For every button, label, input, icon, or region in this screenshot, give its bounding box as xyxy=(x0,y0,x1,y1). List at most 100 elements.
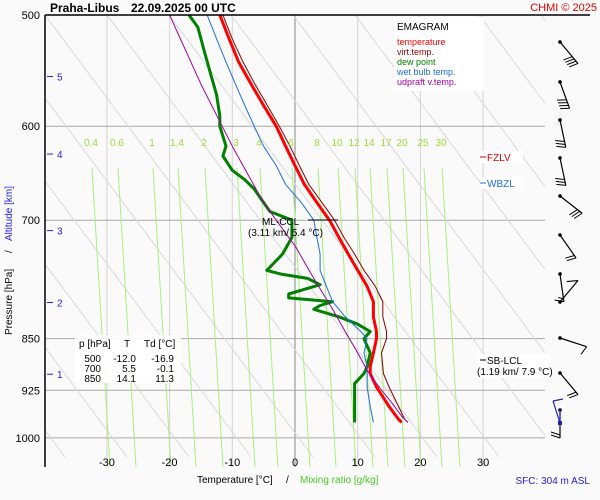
mixing-ratio-label: 3 xyxy=(233,138,239,149)
wind-barb-staff xyxy=(559,157,567,186)
dry-adiabat xyxy=(45,180,252,458)
wind-barb xyxy=(558,336,588,355)
wind-barb-line xyxy=(568,393,579,399)
station-title: Praha-Libus xyxy=(50,1,120,15)
dry-adiabat xyxy=(230,15,545,437)
mixing-ratio-line xyxy=(354,167,374,467)
wind-barb xyxy=(558,279,579,304)
mixing-ratio-line xyxy=(259,167,279,467)
grid xyxy=(0,15,545,467)
wind-barb-line xyxy=(557,99,567,101)
dry-adiabat xyxy=(45,263,190,458)
series-virt-temp xyxy=(222,15,409,423)
mixing-ratio-label: 0.6 xyxy=(110,138,124,149)
mixing-ratio-label: 25 xyxy=(417,138,429,149)
legend-item-temperature: temperature xyxy=(397,37,446,47)
mlccl-detail: (3.11 km/ 5.4 °C) xyxy=(248,228,323,239)
labels: 0.4 0.6 1 1.4 2 3 4 6 8 10 12 14 17 20 25 3050060070085… xyxy=(16,10,490,469)
dry-adiabat xyxy=(0,15,3,457)
mixing-ratio-label: 12 xyxy=(348,138,360,149)
x-axis-label-mixing: Mixing ratio [g/kg] xyxy=(300,475,379,486)
y-tick-label: 600 xyxy=(22,121,40,133)
legend-item-virt-temp: virt.temp. xyxy=(397,47,434,57)
table-cell-td: 11.3 xyxy=(155,374,174,385)
x-tick-label: -20 xyxy=(162,457,178,469)
table-cell-t: 5.5 xyxy=(122,364,136,375)
mlccl-label: ML-CCL xyxy=(262,217,300,228)
wind-barb-line xyxy=(555,180,566,183)
wind-barb-line xyxy=(568,62,579,68)
mixing-ratio-line xyxy=(204,167,224,467)
mixing-ratio-line xyxy=(152,167,172,467)
wind-barbs xyxy=(550,40,588,439)
wind-barb-staff xyxy=(559,119,567,148)
wind-barb-staff xyxy=(559,81,571,109)
datetime-title: 22.09.2025 00 UTC xyxy=(131,1,236,15)
mixing-ratio-label: 6 xyxy=(288,138,294,149)
wind-barb xyxy=(555,118,567,148)
mixing-ratio-line xyxy=(386,167,406,467)
x-axis-separator: / xyxy=(286,475,289,486)
wind-barb-line xyxy=(569,209,578,216)
mixing-ratio-label: 1.4 xyxy=(170,138,184,149)
table-cell-td: -16.9 xyxy=(151,354,174,365)
levels-table-bg xyxy=(75,335,181,383)
mixing-ratio-line xyxy=(402,167,422,467)
mixing-ratio-label: 30 xyxy=(435,138,447,149)
x-tick-label: -30 xyxy=(99,457,115,469)
mixing-ratio-line xyxy=(337,167,357,467)
wind-barb xyxy=(555,156,567,186)
wbzl-bg xyxy=(480,177,523,189)
mixing-ratio-line xyxy=(423,167,443,467)
series-dew-point xyxy=(187,15,372,423)
mixing-ratio-label: 0.4 xyxy=(84,138,98,149)
mixing-ratio-label: 4 xyxy=(256,138,262,149)
wind-barb-line xyxy=(558,102,568,104)
table-header-td: Td [°C] xyxy=(144,339,175,350)
mixing-ratio-line xyxy=(317,167,337,467)
wind-barb xyxy=(557,80,571,110)
wind-barb-line xyxy=(556,145,566,148)
x-tick-label: 30 xyxy=(477,457,489,469)
wind-barb-line xyxy=(556,183,566,186)
wind-barb-line xyxy=(552,398,564,402)
table-row: 500 -12.0 -16.9 xyxy=(84,354,174,365)
wind-barb-staff xyxy=(559,372,579,395)
wind-barb xyxy=(558,371,579,399)
wind-barb-line xyxy=(573,212,583,219)
table-row: 700 5.5 -0.1 xyxy=(84,364,174,375)
mixing-ratio-label: 17 xyxy=(380,138,392,149)
wind-barb-line xyxy=(555,139,565,143)
sblcl-bg xyxy=(478,354,550,378)
mixing-ratio-line xyxy=(236,167,256,467)
mixing-ratio-label: 2 xyxy=(201,138,207,149)
wind-barb-line xyxy=(571,210,580,218)
wind-barb-line xyxy=(567,391,577,397)
wind-barb-staff xyxy=(559,337,587,348)
wind-barb xyxy=(558,40,579,68)
wind-barb-staff xyxy=(559,41,579,64)
dry-adiabat xyxy=(106,15,438,458)
mixing-ratio-line xyxy=(91,167,111,467)
wind-barb-line xyxy=(565,254,575,259)
table-cell-td: -0.1 xyxy=(157,364,175,375)
wind-barb-line xyxy=(555,142,566,145)
mixing-ratio-line xyxy=(117,167,137,467)
x-axis-label: Temperature [°C] xyxy=(197,475,273,486)
legend-item-wet-bulb: wet bulb temp. xyxy=(396,67,456,77)
fzlv-bg xyxy=(480,151,523,163)
x-tick-label: 10 xyxy=(352,457,364,469)
y-tick-label: 700 xyxy=(22,215,40,227)
legend-box xyxy=(394,17,484,91)
table-cell-t: 14.1 xyxy=(117,374,137,385)
wind-barb-staff xyxy=(559,280,579,303)
wbzl-label: WBZL xyxy=(487,179,515,190)
y-tick-label: 1000 xyxy=(16,433,40,445)
y-axis-label: Pressure [hPa] xyxy=(4,269,15,335)
y-tick-label: 500 xyxy=(22,10,40,22)
sblcl-label: SB-LCL xyxy=(487,356,522,367)
mixing-ratio-line xyxy=(441,167,461,467)
table-cell-p: 500 xyxy=(84,354,101,365)
table-row: 850 14.1 11.3 xyxy=(84,374,174,385)
mixing-ratio-line xyxy=(369,167,389,467)
